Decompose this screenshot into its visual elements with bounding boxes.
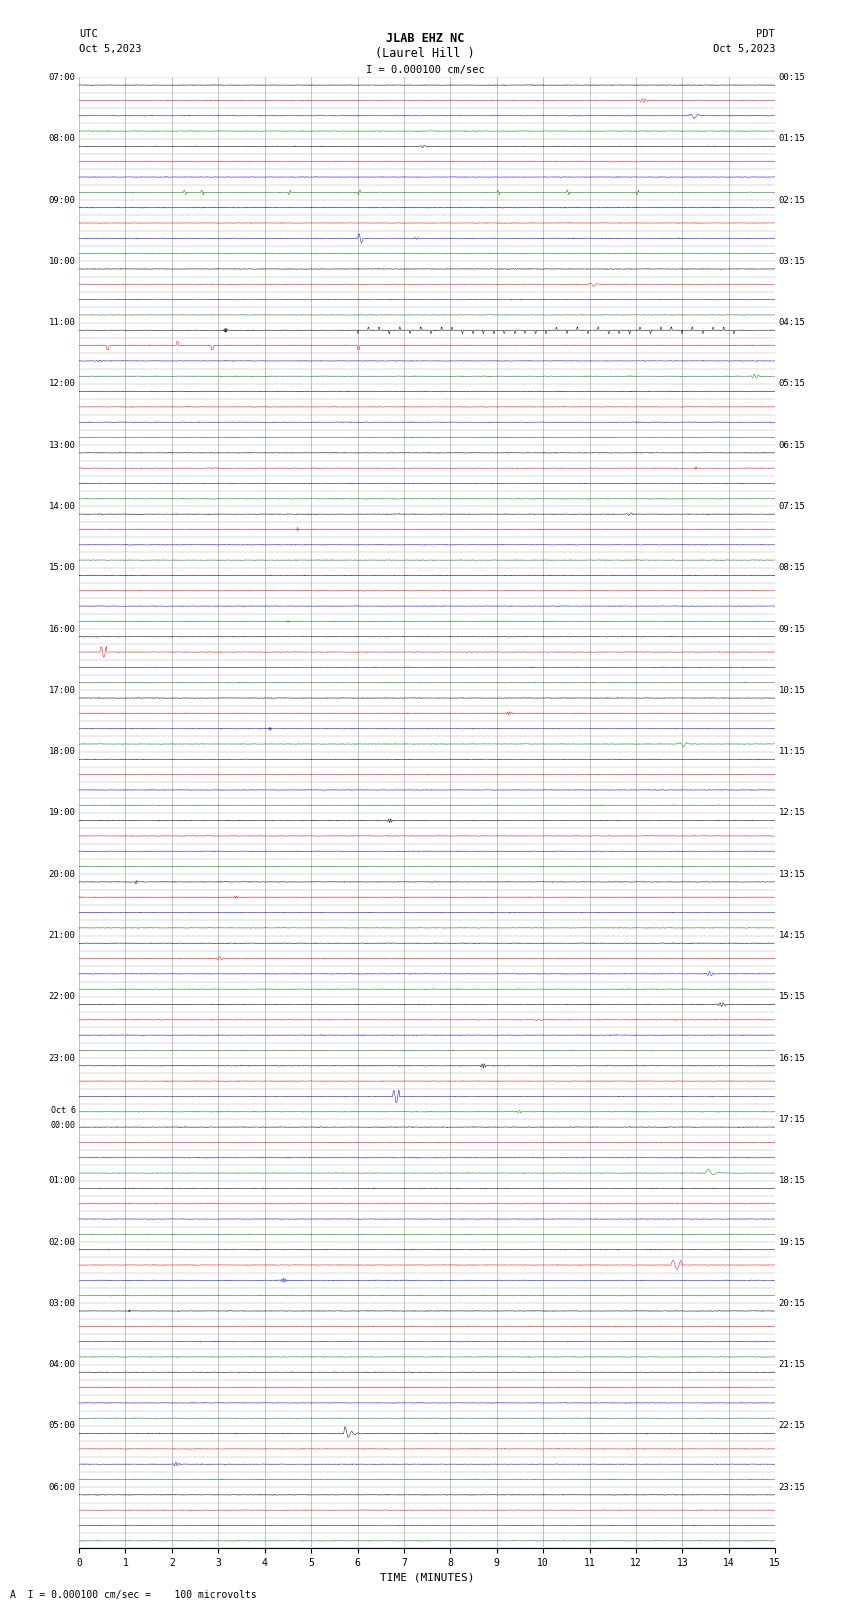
Text: 06:15: 06:15 <box>779 440 806 450</box>
Text: 07:00: 07:00 <box>48 73 76 82</box>
Text: 19:15: 19:15 <box>779 1237 806 1247</box>
Text: 18:15: 18:15 <box>779 1176 806 1186</box>
Text: Oct 5,2023: Oct 5,2023 <box>79 44 142 53</box>
Text: Oct 6: Oct 6 <box>51 1105 76 1115</box>
Text: 20:15: 20:15 <box>779 1298 806 1308</box>
Text: 07:15: 07:15 <box>779 502 806 511</box>
Text: 21:15: 21:15 <box>779 1360 806 1369</box>
Text: 23:00: 23:00 <box>48 1053 76 1063</box>
Text: PDT: PDT <box>756 29 775 39</box>
Text: 11:15: 11:15 <box>779 747 806 756</box>
Text: 14:15: 14:15 <box>779 931 806 940</box>
Text: 03:00: 03:00 <box>48 1298 76 1308</box>
Text: 18:00: 18:00 <box>48 747 76 756</box>
Text: 16:00: 16:00 <box>48 624 76 634</box>
Text: 01:15: 01:15 <box>779 134 806 144</box>
Text: 20:00: 20:00 <box>48 869 76 879</box>
Text: 12:15: 12:15 <box>779 808 806 818</box>
Text: 05:00: 05:00 <box>48 1421 76 1431</box>
Text: 08:15: 08:15 <box>779 563 806 573</box>
Text: 00:15: 00:15 <box>779 73 806 82</box>
Text: 13:15: 13:15 <box>779 869 806 879</box>
Text: 10:15: 10:15 <box>779 686 806 695</box>
Text: UTC: UTC <box>79 29 98 39</box>
Text: 12:00: 12:00 <box>48 379 76 389</box>
Text: 06:00: 06:00 <box>48 1482 76 1492</box>
Text: I = 0.000100 cm/sec: I = 0.000100 cm/sec <box>366 65 484 74</box>
Text: 13:00: 13:00 <box>48 440 76 450</box>
Text: 19:00: 19:00 <box>48 808 76 818</box>
Text: 21:00: 21:00 <box>48 931 76 940</box>
Text: JLAB EHZ NC: JLAB EHZ NC <box>386 32 464 45</box>
Text: Oct 5,2023: Oct 5,2023 <box>712 44 775 53</box>
Text: 14:00: 14:00 <box>48 502 76 511</box>
X-axis label: TIME (MINUTES): TIME (MINUTES) <box>380 1573 474 1582</box>
Text: A  I = 0.000100 cm/sec =    100 microvolts: A I = 0.000100 cm/sec = 100 microvolts <box>10 1590 257 1600</box>
Text: 17:15: 17:15 <box>779 1115 806 1124</box>
Text: 11:00: 11:00 <box>48 318 76 327</box>
Text: 15:15: 15:15 <box>779 992 806 1002</box>
Text: 01:00: 01:00 <box>48 1176 76 1186</box>
Text: 23:15: 23:15 <box>779 1482 806 1492</box>
Text: 08:00: 08:00 <box>48 134 76 144</box>
Text: 02:15: 02:15 <box>779 195 806 205</box>
Text: 09:15: 09:15 <box>779 624 806 634</box>
Text: 09:00: 09:00 <box>48 195 76 205</box>
Text: 10:00: 10:00 <box>48 256 76 266</box>
Text: 03:15: 03:15 <box>779 256 806 266</box>
Text: 15:00: 15:00 <box>48 563 76 573</box>
Text: 04:15: 04:15 <box>779 318 806 327</box>
Text: 00:00: 00:00 <box>51 1121 76 1131</box>
Text: 02:00: 02:00 <box>48 1237 76 1247</box>
Text: 22:15: 22:15 <box>779 1421 806 1431</box>
Text: 04:00: 04:00 <box>48 1360 76 1369</box>
Text: (Laurel Hill ): (Laurel Hill ) <box>375 47 475 60</box>
Text: 16:15: 16:15 <box>779 1053 806 1063</box>
Text: 22:00: 22:00 <box>48 992 76 1002</box>
Text: 17:00: 17:00 <box>48 686 76 695</box>
Text: 05:15: 05:15 <box>779 379 806 389</box>
